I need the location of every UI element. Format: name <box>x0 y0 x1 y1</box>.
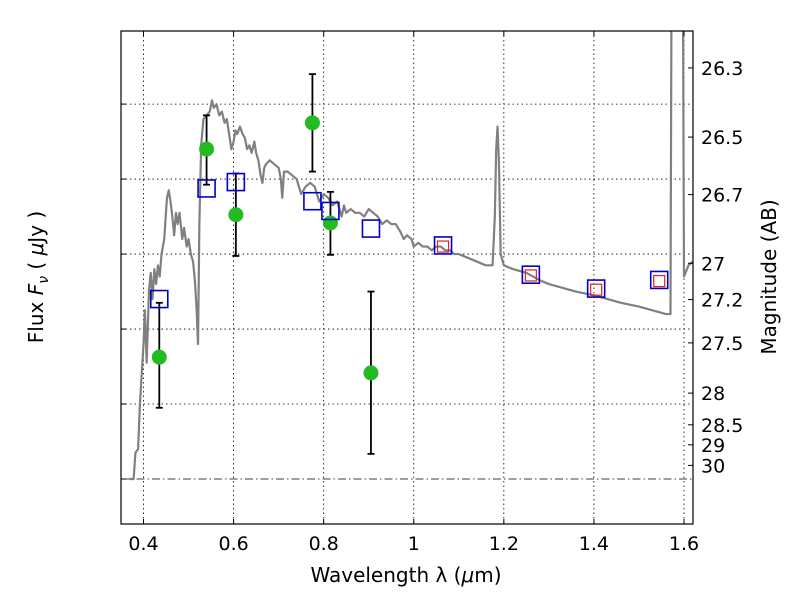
inner-red-square <box>436 240 450 253</box>
model-band-square <box>361 219 381 238</box>
observed-point <box>363 365 379 381</box>
model-band-square <box>149 289 169 309</box>
model-band-square <box>521 265 541 284</box>
model-band-square <box>226 172 246 192</box>
observed-point <box>322 215 338 231</box>
magnitude-tick-label: 27.2 <box>701 290 743 312</box>
model-band-square <box>303 191 322 211</box>
plot-frame <box>120 30 694 525</box>
x-tick-label: 1.2 <box>489 533 519 555</box>
model-sed-line <box>129 31 693 481</box>
magnitude-axis-label: Magnitude (AB) <box>757 199 781 354</box>
magnitude-tick-label: 27.5 <box>701 333 743 355</box>
magnitude-tick-label: 27 <box>701 253 725 275</box>
model-band-square <box>649 270 669 290</box>
error-bars <box>155 73 375 455</box>
x-tick-label: 0.6 <box>218 533 248 555</box>
magnitude-tick-label: 30 <box>701 455 725 477</box>
x-tick-label: 1.6 <box>669 533 699 555</box>
inner-red-square <box>524 269 537 282</box>
model-band-square <box>433 236 453 255</box>
model-band-squares <box>149 172 669 309</box>
inner-red-squares <box>436 240 666 296</box>
inner-red-square <box>653 274 666 288</box>
magnitude-tick-label: 26.5 <box>701 127 743 149</box>
observed-point <box>304 115 320 131</box>
magnitude-tick-label: 29 <box>701 435 725 457</box>
magnitude-tick-label: 28.5 <box>701 415 743 437</box>
x-tick-label: 1.4 <box>579 533 609 555</box>
x-axis-label: Wavelength λ (μm) <box>310 563 501 587</box>
x-tick-label: 0.8 <box>309 533 339 555</box>
magnitude-tick-label: 26.7 <box>701 185 743 207</box>
model-band-square <box>321 201 340 221</box>
y-ticks <box>121 103 126 480</box>
observed-point <box>199 141 215 157</box>
x-tick-label: 0.4 <box>128 533 158 555</box>
magnitude-tick-label: 26.3 <box>701 58 743 80</box>
magnitude-tick-label: 28 <box>701 383 725 405</box>
x-ticks: 0.4 0.6 0.8 1 1.2 1.4 1.6 <box>128 31 699 555</box>
observed-point <box>228 207 244 223</box>
y-axis-label: Flux Fν ( μJy ) <box>24 211 52 343</box>
observed-point <box>151 349 167 365</box>
model-band-square <box>197 179 216 198</box>
x-tick-label: 1 <box>408 533 420 555</box>
inner-red-square <box>590 283 603 296</box>
model-band-square <box>586 279 606 298</box>
